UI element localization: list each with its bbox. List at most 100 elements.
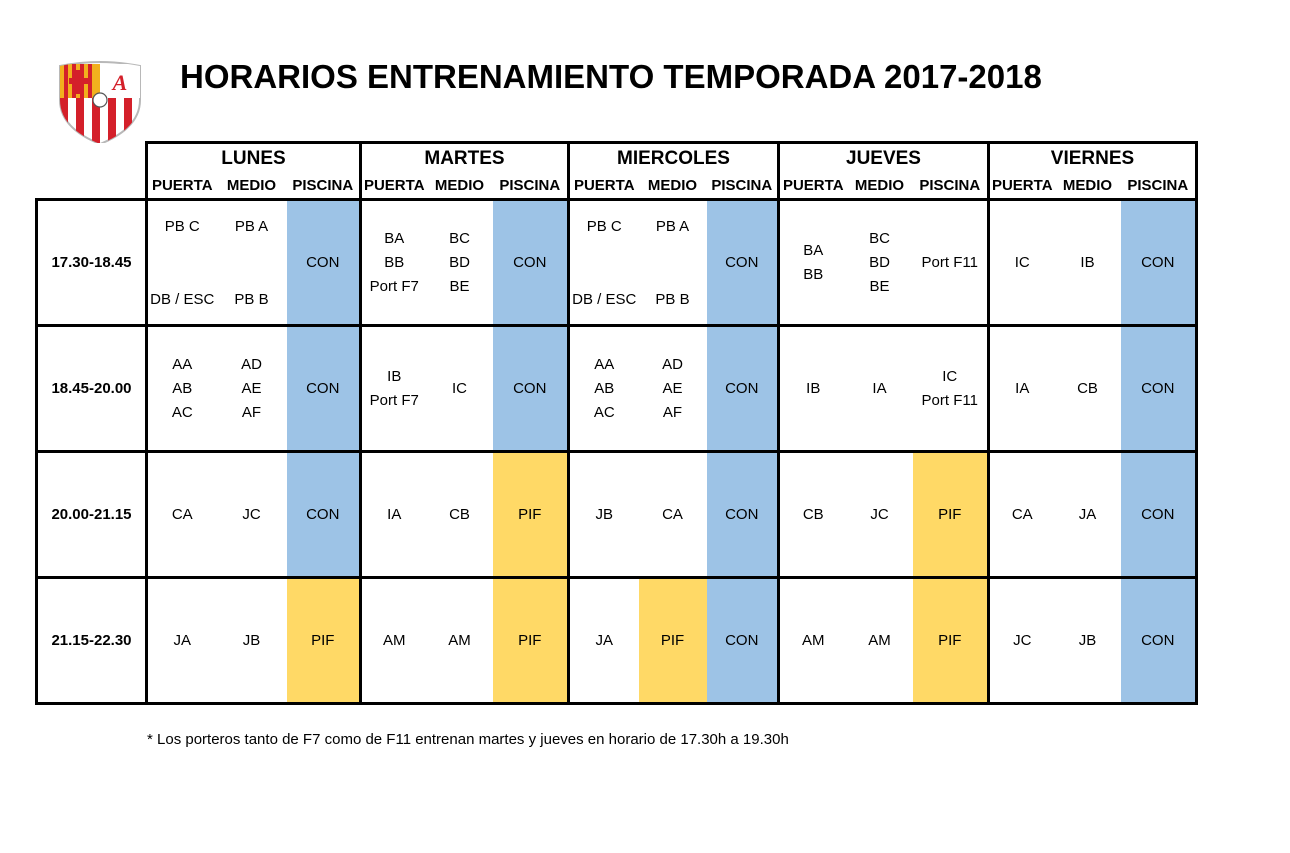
schedule-cell-puerta: BA BB (777, 199, 847, 327)
schedule-row: 17.30-18.45 PB C DB / ESC PB A PB B CON BA BB Po… (35, 198, 1198, 327)
schedule-cell-medio: JC (216, 451, 287, 579)
schedule-cell-piscina: PIF (912, 451, 990, 579)
group-code: PB B (655, 290, 690, 308)
schedule-cell-puerta: JA (145, 577, 217, 705)
group-code: AE (241, 379, 262, 397)
group-code: CA (171, 505, 193, 523)
cell-group-list: AM (847, 631, 913, 651)
cell-group-list: CON (1121, 379, 1196, 399)
schedule-cell-piscina: PIF (492, 451, 570, 579)
schedule-cell-medio: PB A PB B (638, 199, 707, 327)
schedule-cell-piscina: CON (1120, 451, 1198, 579)
schedule-cell-medio: JA (1054, 451, 1121, 579)
schedule-cell-puerta: JA (567, 577, 639, 705)
cell-group-list: CA (148, 505, 217, 525)
group-code: Port F7 (369, 391, 419, 409)
group-code: Port F11 (921, 253, 978, 271)
group-code: JB (595, 505, 613, 523)
group-code: PIF (518, 505, 542, 523)
schedule-cell-medio: BC BD BE (426, 199, 493, 327)
schedule-cell-puerta: PB C DB / ESC (567, 199, 639, 327)
cell-group-list: CB (427, 505, 493, 525)
group-code: PB C (586, 217, 622, 235)
schedule-cell-medio: IB (1054, 199, 1121, 327)
cell-group-list: JA (148, 631, 217, 651)
time-slot-label: 20.00-21.15 (35, 450, 148, 579)
group-code: AA (172, 355, 193, 373)
group-code: IA (1015, 379, 1030, 397)
cell-group-list: PIF (913, 631, 988, 651)
group-code: Port F11 (921, 391, 978, 409)
group-code: AE (662, 379, 683, 397)
group-code: IB (806, 379, 821, 397)
group-code: CON (725, 505, 759, 523)
cell-group-split: PB A PB B (639, 218, 707, 308)
group-code: AM (802, 631, 825, 649)
schedule-cell-puerta: AA AB AC (145, 325, 217, 453)
group-code: JC (870, 505, 889, 523)
cell-group-list: CON (1121, 631, 1196, 651)
group-code: PB B (234, 290, 269, 308)
schedule-cell-puerta: AM (777, 577, 847, 705)
schedule-cell-puerta: CA (987, 451, 1055, 579)
group-code: CA (1011, 505, 1033, 523)
schedule-cell-piscina: CON (706, 577, 780, 705)
cell-group-list: CON (707, 379, 778, 399)
day-header-viernes: VIERNES (987, 141, 1198, 173)
schedule-row: 18.45-20.00 AA AB AC AD AE AF CON IB Port F7 IC CON… (35, 324, 1198, 453)
group-code: CON (1141, 505, 1175, 523)
cell-group-list: PIF (493, 631, 568, 651)
group-code: CON (513, 253, 547, 271)
group-code: CA (662, 505, 683, 523)
cell-group-split: PB A PB B (217, 218, 287, 308)
group-code: AA (594, 355, 615, 373)
schedule-cell-puerta: JC (987, 577, 1055, 705)
group-code: JA (1078, 505, 1097, 523)
cell-group-list: JB (217, 631, 287, 651)
schedule-cell-piscina: IC Port F11 (912, 325, 990, 453)
subheader-piscina: PISCINA (492, 173, 570, 201)
day-header-martes: MARTES (359, 141, 570, 173)
schedule-cell-medio: CA (638, 451, 707, 579)
cell-group-list: CON (493, 379, 568, 399)
schedule-cell-piscina: PIF (286, 577, 362, 705)
cell-group-list: IA (362, 505, 427, 525)
time-slot-label: 17.30-18.45 (35, 198, 148, 327)
cell-group-list: IC (990, 253, 1055, 273)
cell-group-list: JC (990, 631, 1055, 651)
cell-group-list: AM (362, 631, 427, 651)
schedule-cell-medio: PIF (638, 577, 707, 705)
subheader-medio: MEDIO (216, 173, 287, 201)
cell-group-list: CON (707, 631, 778, 651)
cell-group-list: PIF (639, 631, 707, 651)
group-code: BE (449, 277, 470, 295)
cell-group-list: IB Port F7 (362, 367, 427, 411)
group-code: PB C (164, 217, 200, 235)
schedule-cell-puerta: CA (145, 451, 217, 579)
group-code: CON (306, 253, 340, 271)
schedule-cell-piscina: CON (286, 325, 362, 453)
page-title: HORARIOS ENTRENAMIENTO TEMPORADA 2017-20… (180, 58, 1042, 95)
crest-ball-icon (92, 92, 108, 108)
cell-group-list: BA BB (780, 241, 847, 285)
cell-group-list: AM (427, 631, 493, 651)
schedule-cell-puerta: IC (987, 199, 1055, 327)
schedule-cell-puerta: CB (777, 451, 847, 579)
group-code: CB (449, 505, 470, 523)
cell-group-list: CON (707, 253, 778, 273)
schedule-cell-puerta: IA (359, 451, 427, 579)
group-code: PB A (234, 217, 269, 235)
day-header-miercoles: MIERCOLES (567, 141, 780, 173)
group-code: BB (384, 253, 405, 271)
group-code: CON (725, 379, 759, 397)
group-code: AD (662, 355, 683, 373)
subheader-medio: MEDIO (426, 173, 493, 201)
cell-group-list: JA (570, 631, 639, 651)
schedule-cell-medio: JB (216, 577, 287, 705)
group-code: CON (306, 379, 340, 397)
schedule-cell-medio: AD AE AF (638, 325, 707, 453)
group-code: IC (942, 367, 958, 385)
cell-group-list: CON (287, 379, 360, 399)
cell-group-list: PIF (493, 505, 568, 525)
club-crest-logo: A (59, 61, 141, 146)
